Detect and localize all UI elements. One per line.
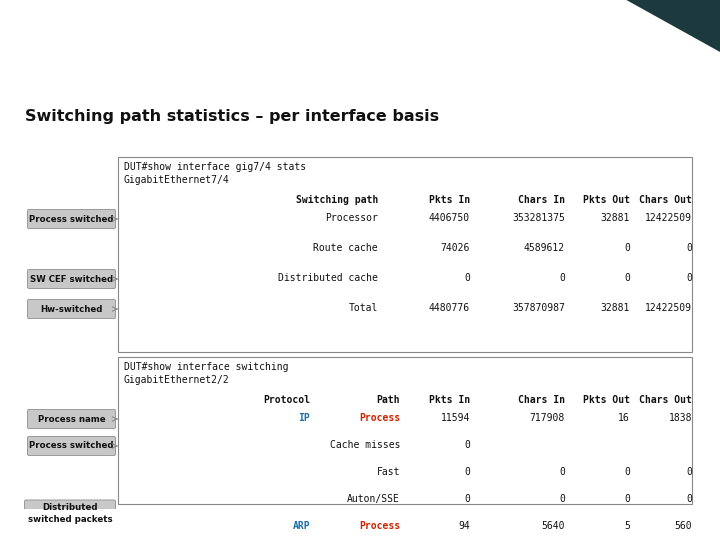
- Text: CATRS v2.0—2.69: CATRS v2.0—2.69: [636, 520, 706, 529]
- Text: Process switched: Process switched: [30, 214, 114, 224]
- Text: Pkts Out: Pkts Out: [583, 195, 630, 205]
- Text: SW CEF switched: SW CEF switched: [30, 274, 113, 284]
- FancyBboxPatch shape: [27, 300, 115, 319]
- Text: 94: 94: [458, 521, 470, 531]
- Text: © 2007 Cisco Systems, Inc. All rights reserved.: © 2007 Cisco Systems, Inc. All rights re…: [14, 520, 194, 529]
- Text: 32881: 32881: [600, 303, 630, 313]
- Text: GigabitEthernet2/2: GigabitEthernet2/2: [124, 375, 230, 385]
- Text: 74026: 74026: [441, 243, 470, 253]
- Text: DUT#show interface gig7/4 stats: DUT#show interface gig7/4 stats: [124, 162, 306, 172]
- Text: Cache misses: Cache misses: [330, 440, 400, 450]
- Text: 0: 0: [559, 273, 565, 283]
- Text: 357870987: 357870987: [512, 303, 565, 313]
- Text: Pkts In: Pkts In: [429, 195, 470, 205]
- Text: 717908: 717908: [530, 413, 565, 423]
- Text: 4589612: 4589612: [524, 243, 565, 253]
- Text: 0: 0: [464, 494, 470, 504]
- Text: Total: Total: [348, 303, 378, 313]
- Text: •  •  •  •: • • • •: [223, 519, 266, 529]
- Text: Hw-switched: Hw-switched: [40, 305, 103, 314]
- Text: 5: 5: [624, 521, 630, 531]
- FancyBboxPatch shape: [24, 500, 115, 527]
- Text: Process switched: Process switched: [30, 442, 114, 450]
- Text: ARP: ARP: [292, 521, 310, 531]
- Text: 4406750: 4406750: [429, 213, 470, 223]
- Text: 0: 0: [624, 467, 630, 477]
- Text: 0: 0: [686, 243, 692, 253]
- Text: 12422509: 12422509: [645, 213, 692, 223]
- Text: 0: 0: [464, 440, 470, 450]
- Text: 0: 0: [464, 467, 470, 477]
- Text: 11594: 11594: [441, 413, 470, 423]
- Text: 16: 16: [618, 413, 630, 423]
- Text: GigabitEthernet7/4: GigabitEthernet7/4: [124, 175, 230, 185]
- Text: High CPU utilization – Interrupt: High CPU utilization – Interrupt: [25, 46, 441, 71]
- Text: IP: IP: [298, 413, 310, 423]
- Text: Switching path statistics – per interface basis: Switching path statistics – per interfac…: [25, 109, 439, 124]
- Bar: [118, 357, 692, 504]
- Text: Distributed cache: Distributed cache: [278, 273, 378, 283]
- Text: 560: 560: [675, 521, 692, 531]
- Text: Switching path: Switching path: [296, 195, 378, 205]
- Text: Pkts In: Pkts In: [429, 395, 470, 405]
- Text: Processor: Processor: [325, 213, 378, 223]
- Text: Chars In: Chars In: [518, 395, 565, 405]
- Text: 0: 0: [686, 273, 692, 283]
- Text: 5640: 5640: [541, 521, 565, 531]
- Text: 0: 0: [624, 494, 630, 504]
- Text: Process: Process: [359, 521, 400, 531]
- Text: Chars Out: Chars Out: [639, 395, 692, 405]
- FancyBboxPatch shape: [27, 436, 115, 456]
- Text: 0: 0: [686, 467, 692, 477]
- Polygon shape: [626, 0, 720, 52]
- Text: 0: 0: [624, 273, 630, 283]
- Bar: [118, 157, 692, 352]
- Text: Pkts Out: Pkts Out: [583, 395, 630, 405]
- FancyBboxPatch shape: [27, 269, 115, 288]
- Text: Route cache: Route cache: [313, 243, 378, 253]
- Text: Chars In: Chars In: [518, 195, 565, 205]
- Text: Auton/SSE: Auton/SSE: [347, 494, 400, 504]
- Text: 0: 0: [559, 494, 565, 504]
- Text: Chars Out: Chars Out: [639, 195, 692, 205]
- Text: 32881: 32881: [600, 213, 630, 223]
- Text: Protocol: Protocol: [263, 395, 310, 405]
- Text: 12422509: 12422509: [645, 303, 692, 313]
- Text: 4480776: 4480776: [429, 303, 470, 313]
- Text: Distributed
switched packets: Distributed switched packets: [27, 503, 112, 524]
- Text: 0: 0: [686, 494, 692, 504]
- Text: Process name: Process name: [37, 415, 105, 423]
- Text: Path: Path: [377, 395, 400, 405]
- Text: Process: Process: [359, 413, 400, 423]
- FancyBboxPatch shape: [27, 210, 115, 228]
- FancyBboxPatch shape: [27, 409, 115, 429]
- Text: Fast: Fast: [377, 467, 400, 477]
- Text: 0: 0: [559, 467, 565, 477]
- Text: 353281375: 353281375: [512, 213, 565, 223]
- Text: 0: 0: [624, 243, 630, 253]
- Text: DUT#show interface switching: DUT#show interface switching: [124, 362, 289, 372]
- Text: 1838: 1838: [668, 413, 692, 423]
- Text: 0: 0: [464, 273, 470, 283]
